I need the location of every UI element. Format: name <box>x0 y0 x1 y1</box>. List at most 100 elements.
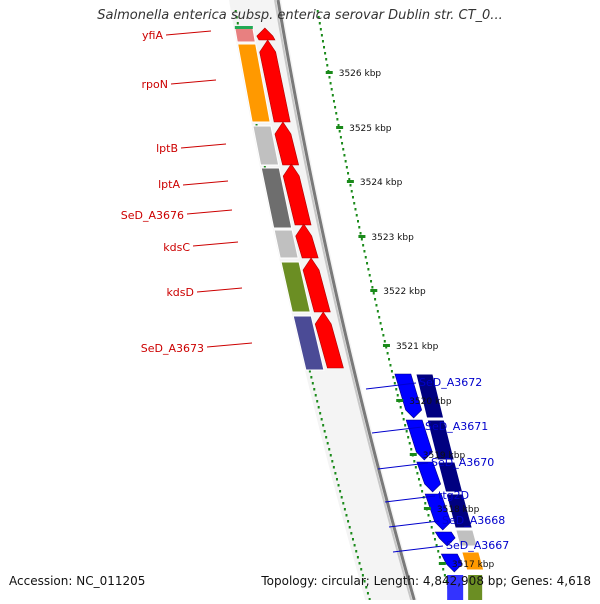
outer-dot <box>389 364 392 367</box>
outer-dot <box>438 556 441 559</box>
ruler-tick <box>423 507 431 510</box>
inner-dot <box>348 526 351 529</box>
outer-dot <box>435 544 438 547</box>
gene-label-ttg2D: ttg2D <box>438 489 469 502</box>
outer-dot <box>372 292 375 295</box>
cog-box-fragment <box>234 26 253 29</box>
outer-dot <box>416 472 419 475</box>
outer-dot <box>421 490 424 493</box>
inner-dot <box>358 562 361 565</box>
outer-dot <box>358 226 361 229</box>
outer-dot <box>407 436 410 439</box>
outer-dot <box>324 52 327 55</box>
reverse-gene-arrow <box>424 493 452 531</box>
inner-dot <box>334 472 337 475</box>
ruler-tick-label: 3521 kbp <box>396 342 439 352</box>
outer-dot <box>383 340 386 343</box>
inner-dot <box>329 454 332 457</box>
ruler-tick <box>409 453 417 456</box>
gene-label-lptB: lptB <box>156 142 178 155</box>
cog-box <box>273 229 299 259</box>
inner-dot <box>353 544 356 547</box>
outer-dot <box>443 574 446 577</box>
outer-dot <box>370 280 373 283</box>
inner-dot <box>236 22 239 25</box>
ruler-tick <box>382 344 390 347</box>
reverse-gene-arrow <box>405 419 433 461</box>
ruler-tick <box>370 289 378 292</box>
outer-dot <box>368 274 371 277</box>
outer-dot <box>404 424 407 427</box>
outer-dot <box>354 208 357 211</box>
inner-dot <box>319 412 322 415</box>
genome-summary-text: Topology: circular; Length: 4,842,908 bp… <box>261 574 591 588</box>
cog-box <box>280 261 311 313</box>
outer-dot <box>371 286 374 289</box>
outer-dot <box>379 322 382 325</box>
inner-dot <box>314 394 317 397</box>
ruler-tick-label: 3522 kbp <box>383 287 426 297</box>
outer-dot <box>414 466 417 469</box>
gene-leader-line <box>384 495 436 503</box>
ruler-tick-label: 3525 kbp <box>349 124 392 134</box>
ruler-tick-label: 3520 kbp <box>409 397 452 407</box>
outer-dot <box>360 238 363 241</box>
inner-dot <box>308 370 311 373</box>
cog-box <box>234 27 256 43</box>
inner-dot <box>255 124 258 127</box>
gene-leader-line <box>196 287 243 293</box>
inner-dot <box>311 382 314 385</box>
genome-title: Salmonella enterica subsp. enterica sero… <box>97 8 503 23</box>
gene-features-layer <box>234 26 485 600</box>
ruler-tick <box>325 71 333 74</box>
outer-dot <box>390 370 393 373</box>
gene-label-kdsD: kdsD <box>166 286 194 299</box>
gene-leader-line <box>186 209 233 215</box>
cog-box <box>445 493 473 529</box>
outer-dot <box>341 142 344 145</box>
ruler-tick <box>438 562 446 565</box>
inner-dot <box>355 550 358 553</box>
ruler-layer: 3526 kbp 3525 kbp 3524 kbp 3523 kbp 3522 kbp… <box>325 69 495 570</box>
outer-dot <box>350 190 353 193</box>
inner-dot <box>365 586 368 589</box>
outer-dot <box>375 304 378 307</box>
inner-dot <box>360 568 363 571</box>
outer-dot <box>410 448 413 451</box>
outer-dot <box>325 58 328 61</box>
cog-box <box>252 125 280 166</box>
inner-dot <box>335 478 338 481</box>
outer-dot <box>432 532 435 535</box>
gene-leader-line <box>377 462 429 470</box>
gene-label-lptA: lptA <box>158 178 180 191</box>
inner-dot <box>351 538 354 541</box>
outer-dot <box>344 160 347 163</box>
reverse-gene-arrow <box>416 461 441 493</box>
outer-dot <box>319 28 322 31</box>
outer-dot <box>408 442 411 445</box>
reverse-gene-arrow <box>434 531 456 547</box>
inner-dot <box>361 574 364 577</box>
gene-leader-line <box>182 180 229 186</box>
inner-dot <box>368 598 371 601</box>
outer-dot <box>349 184 352 187</box>
inner-dot <box>313 388 316 391</box>
forward-gene-arrow <box>256 27 276 41</box>
outer-dot <box>417 478 420 481</box>
outer-dot <box>427 514 430 517</box>
gene-label-SeD_A3670: SeD_A3670 <box>431 456 494 469</box>
outer-dot <box>337 124 340 127</box>
gene-label-SeD_A3676: SeD_A3676 <box>121 209 184 222</box>
cog-box <box>260 167 293 229</box>
accession-text: Accession: NC_011205 <box>9 574 146 588</box>
gene-label-SeD_A3671: SeD_A3671 <box>425 420 488 433</box>
inner-dot <box>363 580 366 583</box>
ruler-tick <box>336 126 344 129</box>
ruler-tick-label: 3517 kbp <box>452 560 495 570</box>
outer-dot <box>419 484 422 487</box>
cog-box <box>292 315 325 371</box>
outer-dot <box>385 346 388 349</box>
inner-dot <box>263 166 266 169</box>
gene-leader-line <box>371 426 423 434</box>
